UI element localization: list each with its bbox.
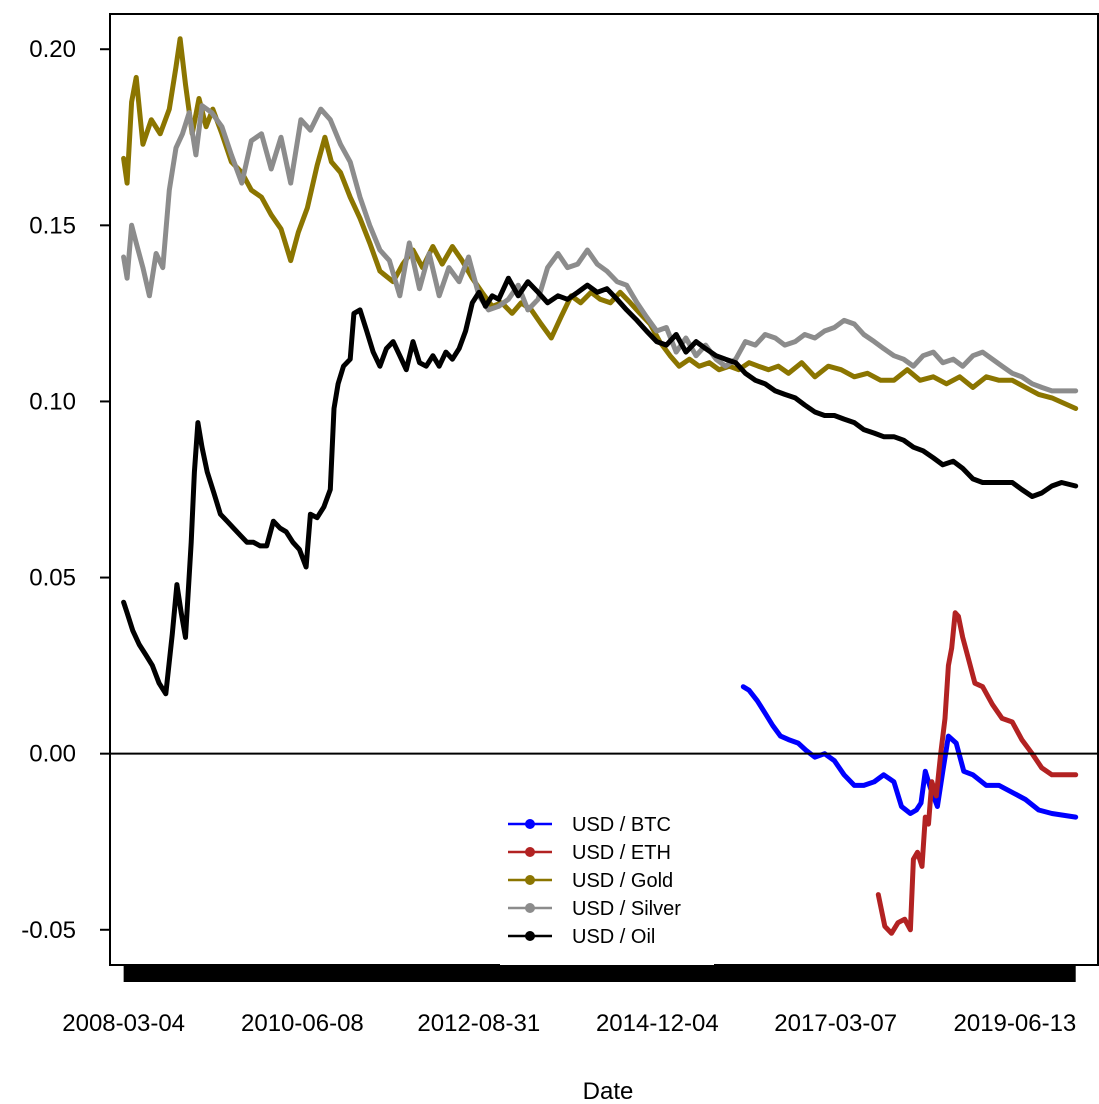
- legend-label-usd-oil: USD / Oil: [572, 926, 655, 948]
- y-tick-label: 0.00: [29, 741, 76, 768]
- x-tick-label: 2017-03-07: [774, 1010, 897, 1037]
- series-line-usd-eth: [875, 610, 1079, 936]
- legend-swatch-dot-usd-oil: [525, 931, 535, 941]
- x-axis: 2008-03-04 2010-06-08 2012-08-31 2014-12-04…: [62, 1010, 1076, 1037]
- series-line-usd-silver: [121, 103, 1079, 394]
- series-layer: [121, 36, 1079, 936]
- series-line-usd-oil: [121, 275, 1079, 697]
- x-tick-label: 2019-06-13: [954, 1010, 1077, 1037]
- legend-swatch-dot-usd-eth: [525, 847, 535, 857]
- legend-swatch-dot-usd-silver: [525, 903, 535, 913]
- x-tick-label: 2010-06-08: [241, 1010, 364, 1037]
- legend-swatch-dot-usd-btc: [525, 819, 535, 829]
- y-tick-label: 0.05: [29, 565, 76, 592]
- y-tick-label: 0.20: [29, 36, 76, 63]
- legend-box: [500, 810, 714, 965]
- legend-swatch-dot-usd-gold: [525, 875, 535, 885]
- legend-label-usd-eth: USD / ETH: [572, 842, 671, 864]
- legend-label-usd-gold: USD / Gold: [572, 870, 673, 892]
- legend-label-usd-btc: USD / BTC: [572, 814, 671, 836]
- series-line-usd-btc: [740, 684, 1079, 820]
- x-axis-title: Date: [583, 1078, 634, 1104]
- date-rug: [123, 966, 1076, 982]
- y-tick-label: 0.15: [29, 212, 76, 239]
- legend: USD / BTC USD / ETH USD / Gold USD / Silver…: [500, 810, 714, 965]
- legend-label-usd-silver: USD / Silver: [572, 898, 681, 920]
- x-tick-label: 2012-08-31: [417, 1010, 540, 1037]
- x-tick-label: 2014-12-04: [596, 1010, 719, 1037]
- y-axis: -0.05 0.00 0.05 0.10 0.15 0.20: [21, 36, 110, 944]
- y-tick-label: -0.05: [21, 917, 76, 944]
- y-tick-label: 0.10: [29, 388, 76, 415]
- x-tick-label: 2008-03-04: [62, 1010, 185, 1037]
